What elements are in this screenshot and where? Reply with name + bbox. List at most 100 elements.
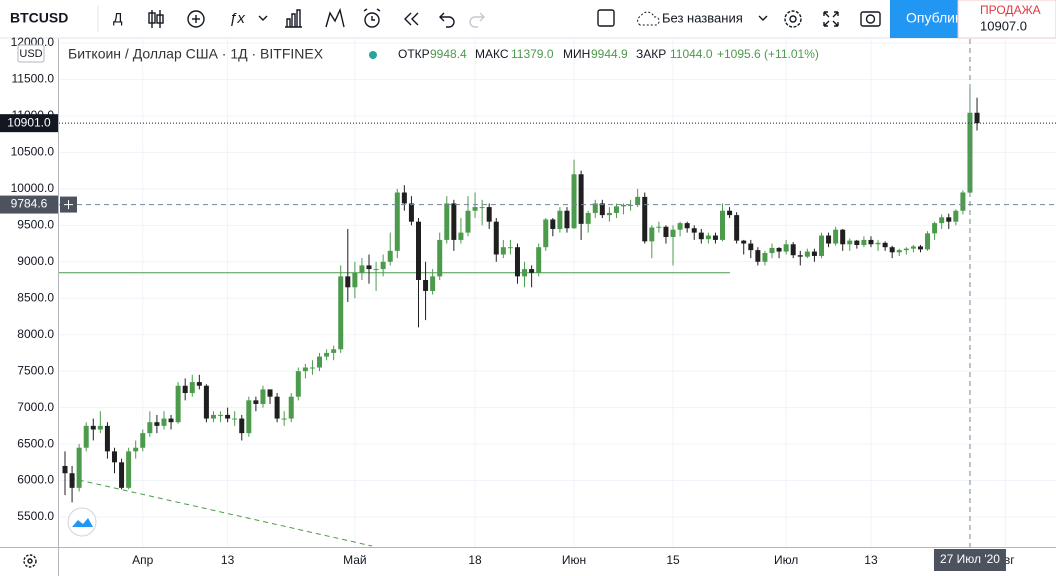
candle-body xyxy=(762,253,768,262)
crosshair-plus-icon xyxy=(64,200,73,210)
sell-label[interactable]: ПРОДАЖА xyxy=(980,3,1041,17)
publish-label[interactable]: Опубликовать xyxy=(906,10,998,26)
candle-body xyxy=(295,371,301,397)
candle-body xyxy=(903,248,909,251)
x-tick-label: 13 xyxy=(864,553,878,567)
candle-body xyxy=(522,269,528,277)
x-tick-label: Июл xyxy=(774,553,798,567)
template-icon[interactable] xyxy=(285,9,302,28)
x-tick-label: 15 xyxy=(666,553,680,567)
checkbox[interactable] xyxy=(597,9,615,27)
legend-label: ЗАКР xyxy=(636,47,666,61)
candle-body xyxy=(444,203,450,240)
axes: 5500.0 6000.0 6500.0 7000.0 7500.0 8000.0 8500… xyxy=(0,35,1015,571)
crosshair-x-label: 27 Июл '20 xyxy=(940,552,1000,566)
candle-body xyxy=(104,425,110,452)
sell-price[interactable]: 10907.0 xyxy=(980,18,1027,33)
candle-body xyxy=(776,247,782,252)
candle-body xyxy=(260,389,266,404)
candle-body xyxy=(111,451,117,463)
currency[interactable]: USD xyxy=(19,48,42,60)
candles-icon[interactable] xyxy=(148,10,164,28)
candle-body xyxy=(97,425,103,430)
candle-body xyxy=(550,219,556,229)
compare-icon[interactable] xyxy=(325,7,345,28)
candle-body xyxy=(140,433,146,448)
candle-body xyxy=(359,265,365,273)
y-tick-label: 9000.0 xyxy=(17,254,54,268)
candle-body xyxy=(500,247,506,255)
candle-body xyxy=(663,226,669,237)
fullscreen-icon[interactable] xyxy=(823,11,839,27)
candle-body xyxy=(790,244,796,256)
candle-body xyxy=(76,447,82,488)
candle-body xyxy=(734,215,740,241)
legend-change: +1095.6 (+11.01%) xyxy=(717,47,819,61)
candle-body xyxy=(317,356,323,368)
candle-body xyxy=(345,276,351,288)
candle-body xyxy=(83,425,89,448)
sell-panel[interactable] xyxy=(957,0,1056,39)
axis-settings-icon[interactable] xyxy=(23,554,37,568)
candle-body xyxy=(352,272,358,288)
chevron[interactable] xyxy=(258,15,268,21)
candle-body xyxy=(239,418,245,434)
candle-body xyxy=(232,418,238,420)
candle-body xyxy=(90,425,96,430)
chart-title: Биткоин / Доллар США · 1Д · BITFINEX xyxy=(68,46,324,62)
chevron[interactable] xyxy=(758,15,768,21)
y-tick-label: 8000.0 xyxy=(17,327,54,341)
last-price-box xyxy=(0,114,58,133)
undo-icon[interactable] xyxy=(439,12,455,28)
candle-body xyxy=(932,223,938,234)
candle-body xyxy=(670,229,676,237)
currency-box[interactable] xyxy=(17,44,45,63)
candle-body xyxy=(698,232,704,240)
candle-body xyxy=(338,276,344,350)
candle-body xyxy=(599,203,605,216)
candle-body xyxy=(288,396,294,419)
candle-body xyxy=(493,221,499,255)
candle-body xyxy=(394,192,400,251)
legend-value: 9944.9 xyxy=(591,47,628,61)
candle-body xyxy=(430,276,436,291)
candle-body xyxy=(373,269,379,271)
replay-icon[interactable] xyxy=(404,12,419,26)
layout-name[interactable]: Без названия xyxy=(662,10,743,25)
candle-body xyxy=(458,232,464,240)
y-tick-label: 5500.0 xyxy=(17,509,54,523)
settings-icon[interactable] xyxy=(784,10,802,28)
candle-body xyxy=(161,418,167,426)
candle-body xyxy=(628,204,634,206)
y-tick-label: 8500.0 xyxy=(17,290,54,304)
publish-button[interactable]: Опубликовать xyxy=(890,0,998,38)
indicator-icon[interactable] xyxy=(187,10,205,28)
candle-body xyxy=(182,385,188,394)
interval[interactable]: Д xyxy=(113,10,123,26)
candle-body xyxy=(826,235,832,244)
candle-body xyxy=(967,112,973,193)
candle-body xyxy=(974,112,980,124)
candle-body xyxy=(705,235,711,240)
candle-body xyxy=(253,400,259,404)
candle-body xyxy=(818,235,824,256)
legend-label: ОТКР xyxy=(398,47,430,61)
alert-icon[interactable] xyxy=(363,8,381,28)
candle-body xyxy=(557,210,563,229)
x-tick-label: Апр xyxy=(132,553,154,567)
candle-body xyxy=(69,473,75,488)
candle-body xyxy=(401,192,407,204)
candle-body xyxy=(720,210,726,240)
symbol[interactable]: BTCUSD xyxy=(10,10,68,26)
logo[interactable] xyxy=(67,507,97,537)
fx-icon[interactable]: ƒx xyxy=(229,10,245,27)
candle-body xyxy=(741,240,747,244)
legend-value: 11379.0 xyxy=(511,47,554,61)
redo-icon[interactable] xyxy=(469,12,485,28)
snapshot-icon[interactable] xyxy=(860,11,881,27)
legend-value: 11044.0 xyxy=(670,47,713,61)
candle-body xyxy=(840,229,846,245)
candle-body xyxy=(606,212,612,216)
